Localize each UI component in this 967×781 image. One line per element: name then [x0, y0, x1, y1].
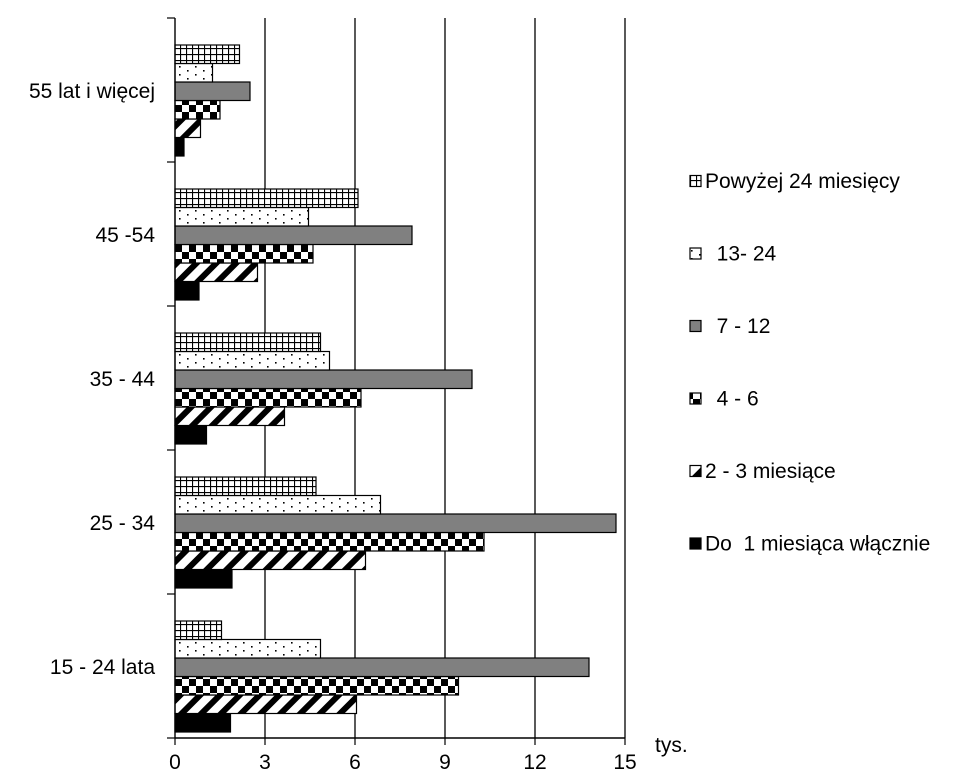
category-label: 15 - 24 lata: [50, 656, 155, 679]
bar: [174, 81, 251, 102]
legend-label: 7 - 12: [705, 315, 770, 338]
bar: [174, 387, 362, 408]
bar: [174, 531, 485, 552]
bar: [174, 513, 617, 534]
bar: [174, 406, 286, 427]
legend-swatch: [689, 537, 702, 550]
bar: [174, 136, 185, 157]
bar: [174, 118, 202, 139]
legend-swatch: [689, 247, 702, 260]
bar: [174, 620, 223, 641]
bar: [174, 280, 200, 301]
bar: [174, 657, 590, 678]
bar: [174, 99, 221, 120]
bar: [174, 712, 232, 733]
legend-label: Powyżej 24 miesięcy: [705, 170, 900, 193]
legend-label: 13- 24: [705, 243, 777, 266]
bar: [174, 332, 322, 353]
bar: [174, 494, 382, 515]
bar: [174, 225, 413, 246]
legend: Powyżej 24 miesięcy 13- 24 7 - 12 4 - 6 2…: [689, 170, 930, 556]
bar: [174, 675, 460, 696]
x-unit-label: tys.: [655, 734, 688, 757]
category-label: 25 - 34: [90, 512, 156, 535]
category-label: 55 lat i więcej: [29, 80, 155, 103]
bar: [174, 188, 359, 209]
legend-swatch: [689, 392, 702, 405]
bar: [174, 206, 310, 227]
bar: [174, 62, 214, 83]
bar: [174, 243, 314, 264]
axes: 15 - 24 lata 25 - 34 35 - 44 45 -54 55 lat i…: [29, 17, 688, 774]
category-label: 45 -54: [95, 224, 155, 247]
x-tick-label: 9: [439, 751, 451, 774]
bar: [174, 44, 241, 65]
x-tick-label: 0: [169, 751, 181, 774]
bars: [174, 44, 617, 733]
x-tick-label: 6: [349, 751, 361, 774]
legend-label: 2 - 3 miesiące: [705, 460, 836, 483]
x-tick-label: 15: [613, 751, 636, 774]
bar: [174, 369, 473, 390]
category-label: 35 - 44: [90, 368, 156, 391]
bar: [174, 694, 358, 715]
legend-label: 4 - 6: [705, 388, 759, 411]
bar: [174, 262, 259, 283]
bar: [174, 424, 208, 445]
bar: [174, 638, 322, 659]
bar: [174, 568, 233, 589]
bar: [174, 476, 317, 497]
legend-label: Do 1 miesiąca włącznie: [705, 533, 930, 556]
x-tick-label: 3: [259, 751, 271, 774]
x-tick-label: 12: [523, 751, 546, 774]
legend-swatch: [689, 464, 702, 478]
legend-swatch: [689, 174, 702, 188]
bar: [174, 350, 331, 371]
bar: [174, 550, 367, 571]
legend-swatch: [689, 319, 702, 333]
